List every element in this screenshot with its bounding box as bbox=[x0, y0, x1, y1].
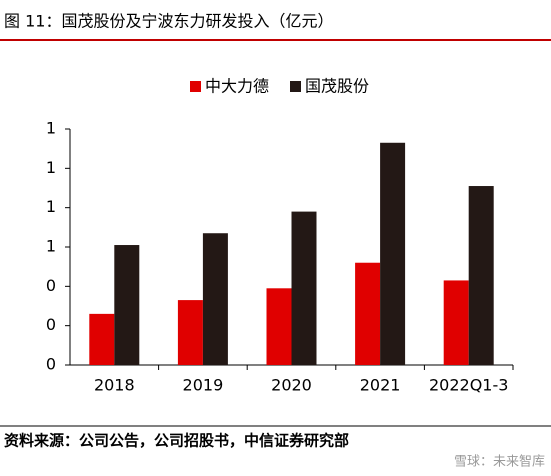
legend-label: 国茂股份 bbox=[305, 77, 369, 96]
y-tick-label: 1 bbox=[46, 237, 56, 256]
y-tick-label: 0 bbox=[46, 315, 56, 334]
bar bbox=[89, 313, 115, 365]
y-tick-label: 0 bbox=[46, 355, 56, 374]
bar bbox=[177, 300, 203, 365]
bar bbox=[266, 288, 292, 365]
y-tick-label: 1 bbox=[46, 158, 56, 177]
watermark: 雪球：未来智库 bbox=[454, 454, 545, 470]
bar bbox=[443, 280, 469, 365]
chart-title: 图 11：国茂股份及宁波东力研发投入（亿元） bbox=[4, 12, 333, 31]
bar bbox=[202, 233, 228, 365]
bar bbox=[355, 262, 381, 365]
x-tick-label: 2018 bbox=[94, 376, 135, 395]
legend-label: 中大力德 bbox=[205, 77, 269, 96]
source-note: 资料来源：公司公告，公司招股书，中信证券研究部 bbox=[4, 432, 349, 450]
bar bbox=[380, 142, 406, 365]
x-tick-label: 2022Q1-3 bbox=[429, 376, 508, 395]
bar bbox=[468, 186, 494, 365]
bar bbox=[291, 211, 317, 365]
x-tick-label: 2019 bbox=[183, 376, 224, 395]
legend-swatch bbox=[190, 81, 201, 92]
bar bbox=[114, 245, 140, 365]
y-tick-label: 1 bbox=[46, 197, 56, 216]
x-tick-label: 2021 bbox=[360, 376, 401, 395]
legend-swatch bbox=[290, 81, 301, 92]
y-tick-label: 0 bbox=[46, 276, 56, 295]
y-tick-label: 1 bbox=[46, 119, 56, 138]
x-tick-label: 2020 bbox=[271, 376, 312, 395]
